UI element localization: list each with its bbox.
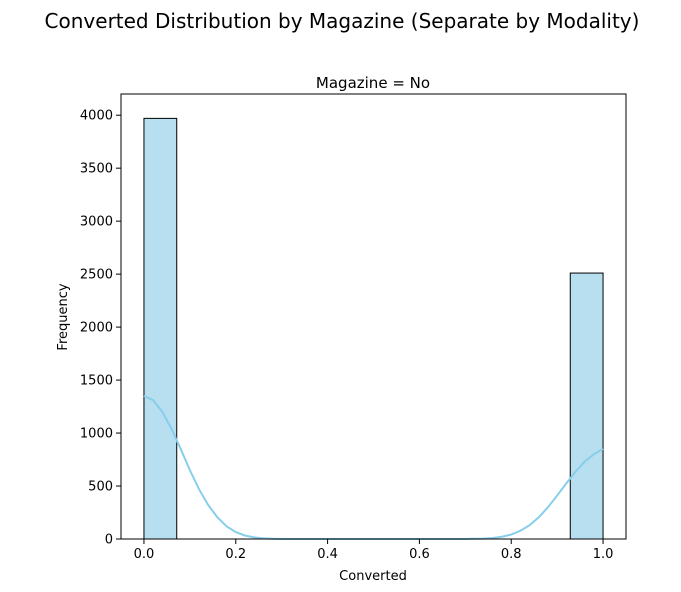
y-tick-label: 1000 xyxy=(80,427,113,442)
y-tick-label: 4000 xyxy=(80,109,113,124)
y-tick-label: 3500 xyxy=(80,162,113,177)
chart-title: Magazine = No xyxy=(316,74,430,92)
x-tick-label: 0.8 xyxy=(501,547,522,562)
y-axis-label: Frequency xyxy=(56,283,71,350)
y-tick-label: 3000 xyxy=(80,215,113,230)
histogram-bars xyxy=(143,117,604,540)
histogram-bar xyxy=(143,117,178,540)
x-axis-ticks: 0.0 0.2 0.4 0.6 0.8 1.0 xyxy=(134,539,614,562)
x-tick-label: 0.4 xyxy=(317,547,338,562)
histogram-bar xyxy=(569,272,604,540)
y-tick-label: 0 xyxy=(105,533,113,548)
plot-area-frame xyxy=(120,93,627,540)
y-axis-ticks: 0 500 1000 1500 2000 2500 3000 3500 4000 xyxy=(80,109,121,548)
figure-suptitle: Converted Distribution by Magazine (Sepa… xyxy=(45,9,640,33)
y-tick-label: 1500 xyxy=(80,374,113,389)
x-axis-label: Converted xyxy=(339,569,407,584)
x-tick-label: 0.2 xyxy=(225,547,246,562)
kde-curve-layer xyxy=(143,395,604,540)
kde-line xyxy=(143,395,604,540)
x-tick-label: 0.6 xyxy=(409,547,430,562)
x-tick-label: 0.0 xyxy=(134,547,155,562)
x-tick-label: 1.0 xyxy=(593,547,614,562)
y-tick-label: 2000 xyxy=(80,321,113,336)
y-tick-label: 2500 xyxy=(80,268,113,283)
y-tick-label: 500 xyxy=(88,480,113,495)
